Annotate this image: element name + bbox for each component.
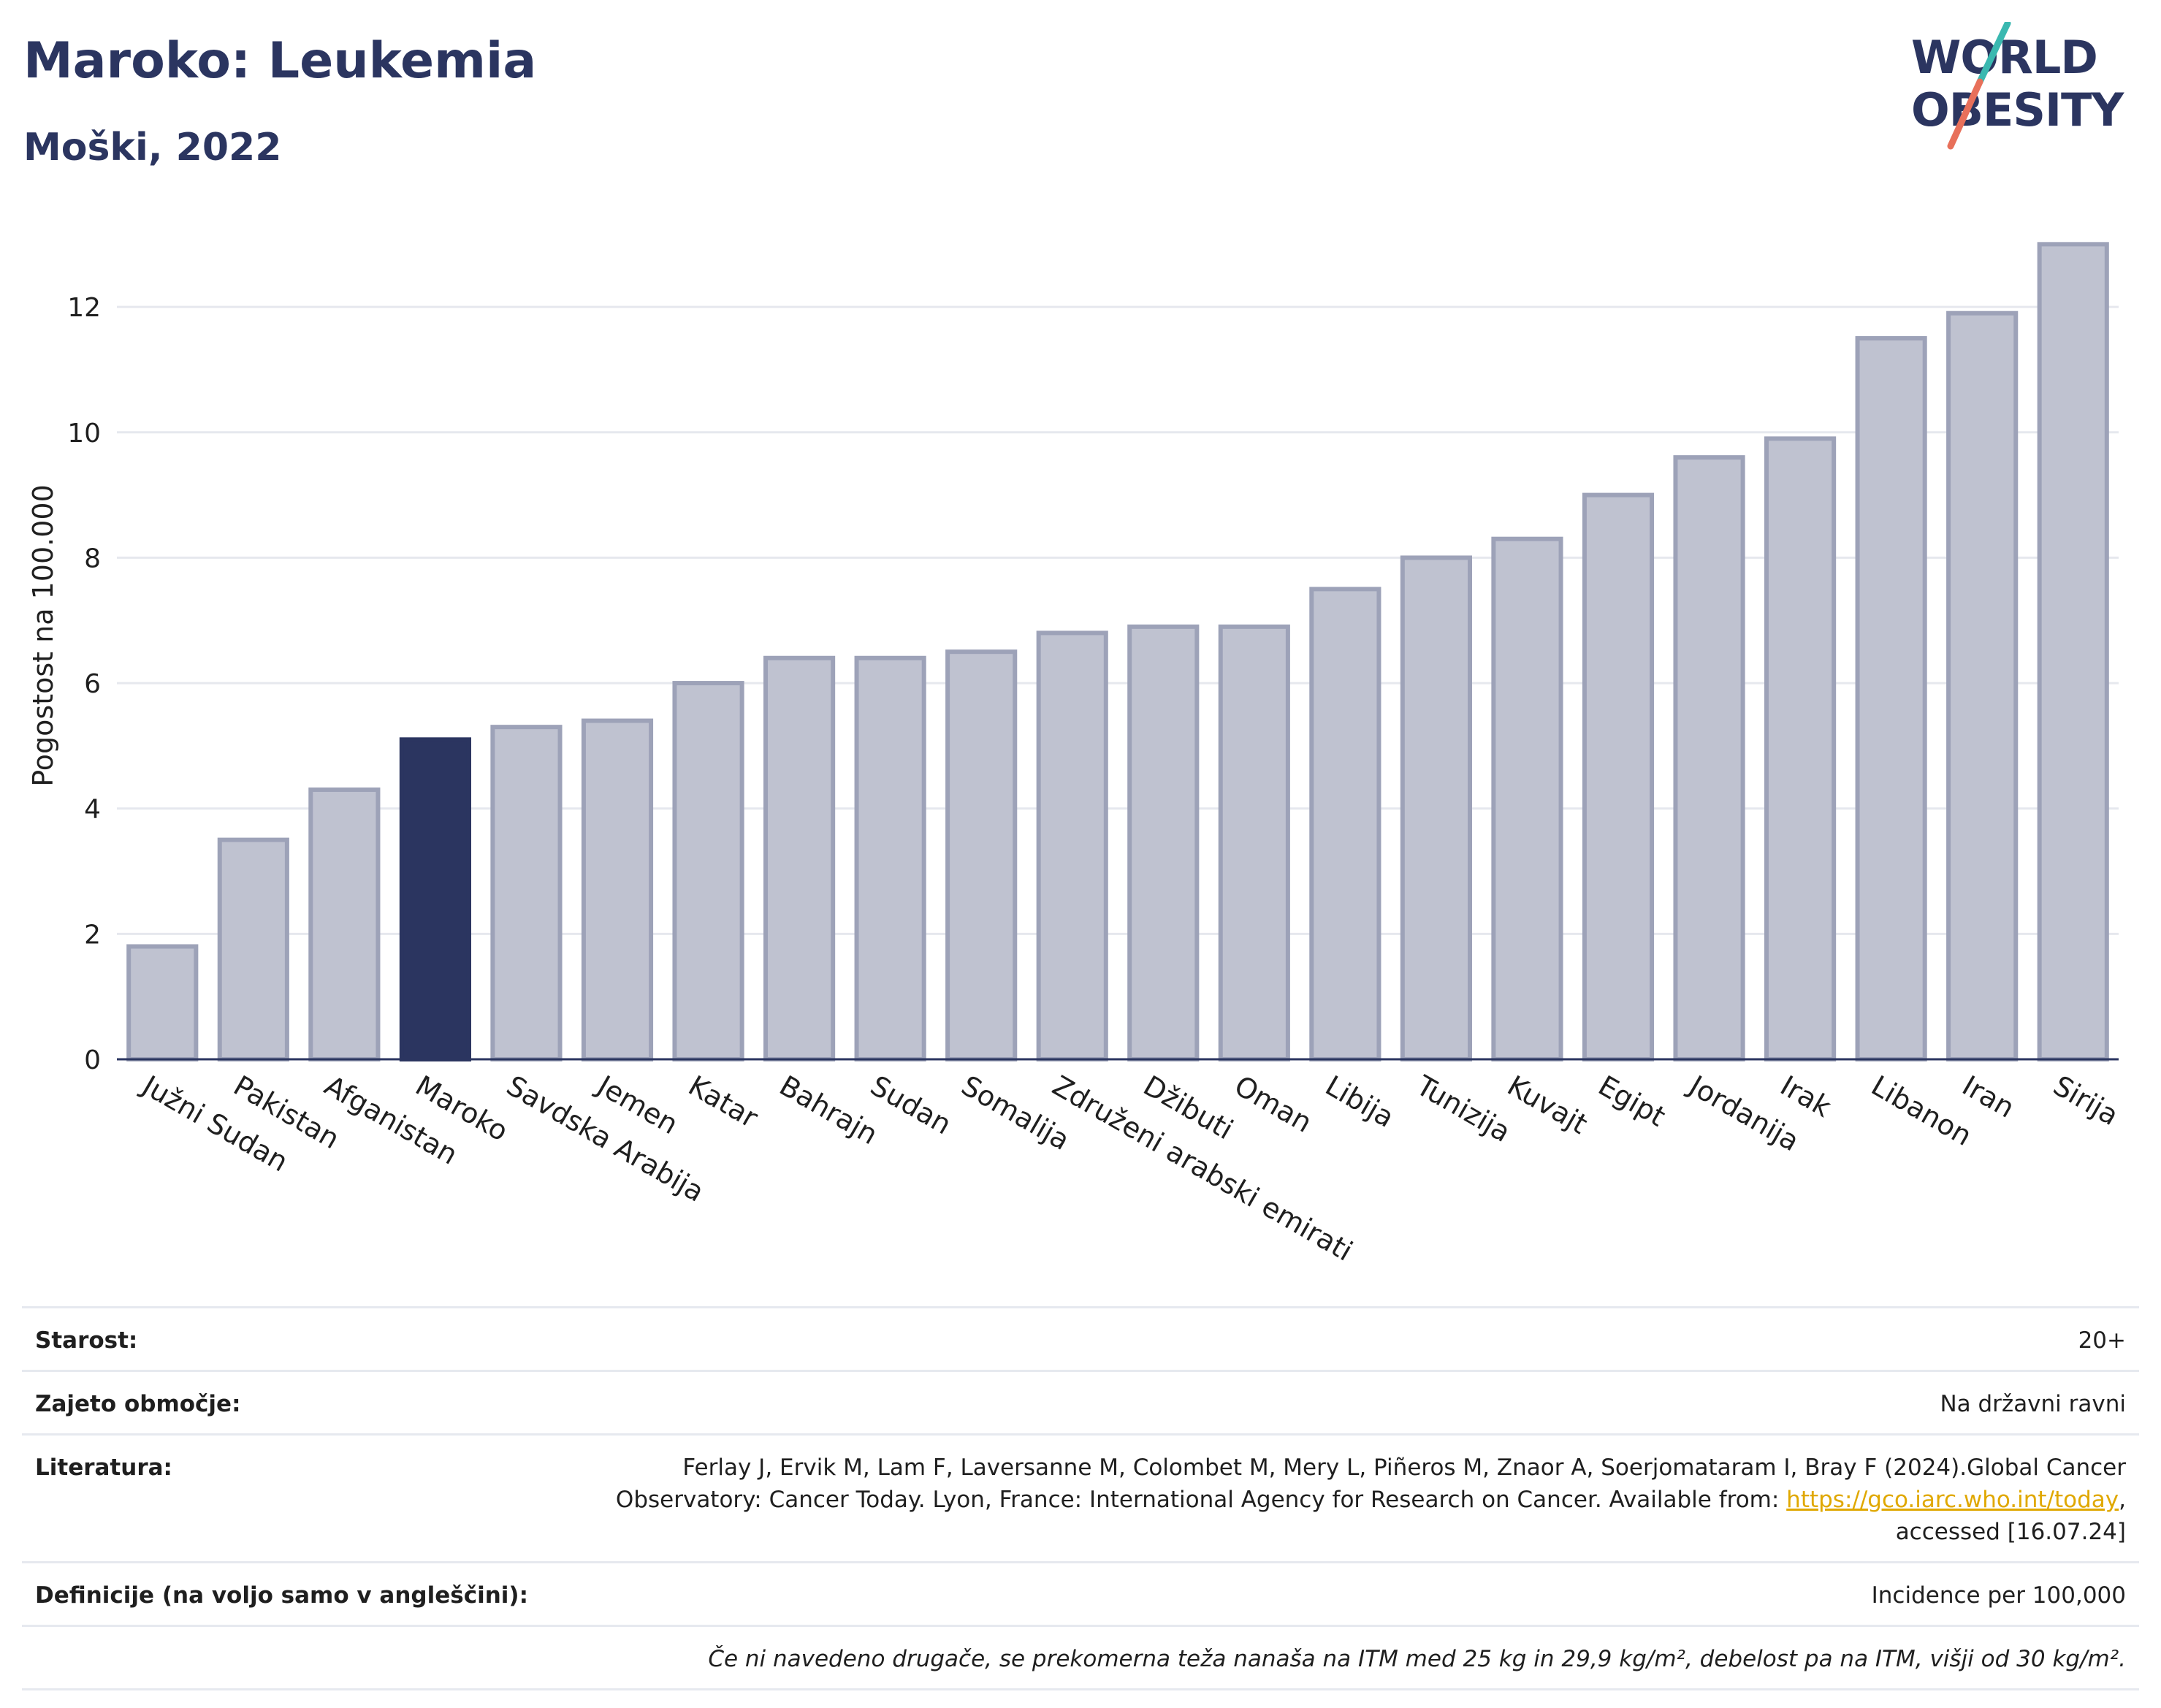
y-tick-label: 6 (84, 669, 101, 699)
metadata-table: Starost: 20+ Zajeto območje: Na državni … (22, 1306, 2139, 1690)
logo-slash-top (1976, 22, 2011, 85)
bar-jemen (581, 718, 654, 1061)
literature-text-2: Observatory: Cancer Today. Lyon, France:… (615, 1487, 1780, 1513)
y-tick-label: 12 (67, 293, 101, 323)
logo-slash-bottom (1947, 78, 1983, 150)
bar-jordanija (1673, 455, 1745, 1062)
y-tick-label: 0 (84, 1045, 101, 1075)
age-label: Starost: (35, 1327, 138, 1354)
bar-bahrajn (763, 655, 836, 1061)
coverage-label: Zajeto območje: (35, 1391, 241, 1417)
bar-libija (1309, 587, 1381, 1061)
bar-iran (1946, 310, 2019, 1062)
bar-sudan (854, 655, 926, 1061)
x-tick-label: Oman (1229, 1070, 1317, 1139)
bar-kuvajt (1491, 536, 1563, 1061)
bar-libanon (1855, 336, 1927, 1062)
x-tick-label: Katar (683, 1070, 763, 1135)
meta-row-definitions: Definicije (na voljo samo v angleščini):… (22, 1562, 2139, 1626)
bar-tunizija (1400, 555, 1472, 1061)
x-tick-label: Sirija (2048, 1070, 2124, 1132)
bar-somalija (945, 649, 1018, 1061)
definitions-label: Definicije (na voljo samo v angleščini): (35, 1582, 528, 1609)
meta-row-note: Če ni navedeno drugače, se prekomerna te… (22, 1625, 2139, 1690)
literature-value: Ferlay J, Ervik M, Lam F, Laversanne M, … (615, 1455, 2126, 1545)
logo-line-2: OBESITY (1911, 83, 2124, 137)
y-tick-label: 2 (84, 920, 101, 950)
logo-line-1: WORLD (1911, 31, 2097, 84)
page-title: Maroko: Leukemia (23, 32, 537, 90)
world-obesity-logo: WORLD OBESITY (1911, 22, 2125, 150)
bar-južni-sudan (126, 944, 199, 1061)
x-tick-label: Kuvajt (1502, 1070, 1593, 1140)
x-tick-label: Bahrajn (774, 1070, 883, 1151)
page-subtitle: Moški, 2022 (23, 126, 282, 169)
bar-maroko (399, 737, 471, 1061)
definition-note: Če ni navedeno drugače, se prekomerna te… (708, 1646, 2126, 1672)
bar-egipt (1582, 492, 1655, 1061)
definitions-value: Incidence per 100,000 (1871, 1582, 2126, 1609)
bar-savdska-arabija (490, 725, 563, 1061)
meta-row-literature: Literatura: Ferlay J, Ervik M, Lam F, La… (22, 1434, 2139, 1563)
meta-row-coverage: Zajeto območje: Na državni ravni (22, 1370, 2139, 1435)
literature-text-3: accessed [16.07.24] (1895, 1519, 2126, 1545)
bar-irak (1764, 436, 1837, 1062)
y-tick-label: 10 (67, 419, 101, 449)
bar-oman (1218, 624, 1290, 1061)
x-tick-label: Tunizija (1411, 1069, 1517, 1148)
bar-pakistan (217, 837, 289, 1062)
x-tick-label: Egipt (1593, 1070, 1672, 1133)
bar-afganistan (308, 787, 381, 1061)
y-axis-label: Pogostost na 100.000 (27, 484, 59, 787)
bar-layer (126, 242, 2109, 1062)
literature-label: Literatura: (35, 1455, 172, 1481)
x-tick-label: Irak (1775, 1070, 1837, 1124)
bar-katar (672, 681, 744, 1061)
y-tick-label: 8 (84, 544, 101, 573)
x-tick-label: Libija (1320, 1070, 1400, 1134)
x-tick-label: Iran (1957, 1070, 2020, 1124)
literature-link[interactable]: https://gco.iarc.who.int/today (1786, 1487, 2119, 1513)
literature-text-1: Ferlay J, Ervik M, Lam F, Laversanne M, … (682, 1455, 2126, 1481)
age-value: 20+ (2078, 1327, 2126, 1354)
bar-sirija (2037, 242, 2109, 1061)
meta-row-age: Starost: 20+ (22, 1307, 2139, 1371)
y-tick-label: 4 (84, 795, 101, 825)
bar-džibuti (1127, 624, 1200, 1061)
bar-združeni-arabski-emirati (1036, 630, 1108, 1061)
x-tick-label: Libanon (1866, 1070, 1977, 1152)
coverage-value: Na državni ravni (1940, 1391, 2126, 1417)
